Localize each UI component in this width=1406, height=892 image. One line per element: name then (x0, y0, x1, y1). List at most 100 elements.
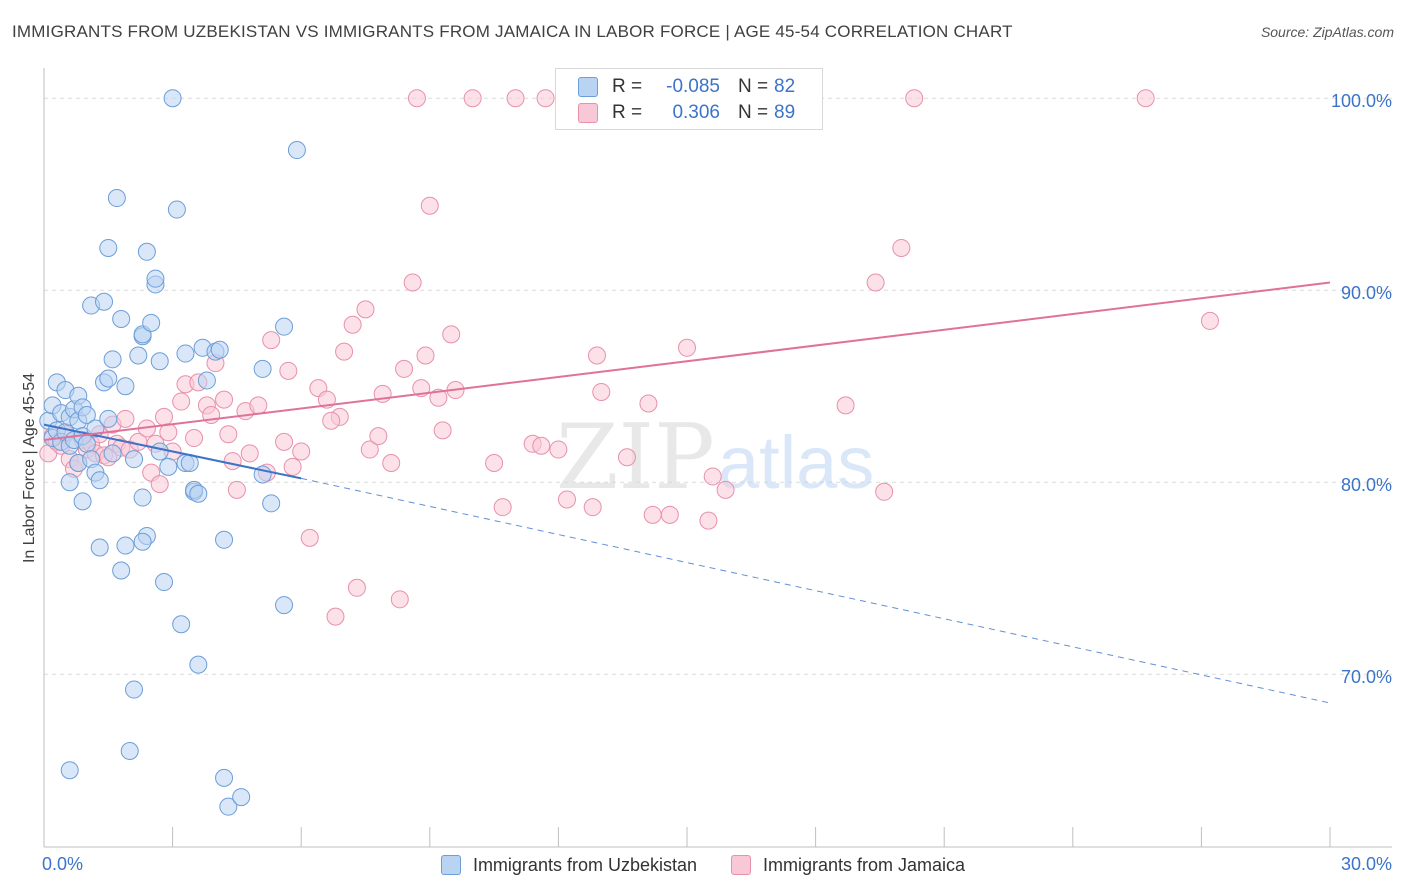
y-tick-label: 70.0% (1341, 667, 1392, 687)
jamaica-point (360, 440, 379, 459)
x-tick-label: 0.0% (42, 854, 83, 874)
jamaica-point (249, 396, 268, 415)
legend-swatch-uzbekistan (440, 855, 461, 875)
uzbekistan-point (129, 346, 148, 365)
uzbekistan-point (167, 200, 186, 219)
uzbekistan-point (150, 442, 169, 461)
jamaica-point (429, 388, 448, 407)
uzbekistan-point (142, 313, 161, 332)
jamaica-point (407, 89, 426, 108)
uzbekistan-point (159, 457, 178, 476)
jamaica-point (660, 505, 679, 524)
jamaica-point (219, 425, 238, 444)
uzbekistan-point (107, 189, 126, 208)
uzbekistan-point (215, 530, 234, 549)
jamaica-point (905, 89, 924, 108)
uzbekistan-point (112, 561, 131, 580)
legend-item-jamaica[interactable]: Immigrants from Jamaica (731, 855, 965, 876)
watermark: ZIP atlas (556, 405, 874, 510)
uzbekistan-point (77, 406, 96, 424)
uzbekistan-point (103, 350, 122, 369)
jamaica-point (356, 300, 375, 319)
jamaica-point (485, 454, 504, 472)
watermark-atlas: atlas (718, 421, 874, 504)
jamaica-point (262, 331, 281, 350)
legend-swatch-jamaica (731, 855, 751, 875)
uzbekistan-point (146, 269, 165, 288)
uzbekistan-point (197, 371, 216, 390)
jamaica-point (300, 528, 319, 547)
uzbekistan-point (189, 655, 208, 674)
uzbekistan-point (99, 238, 118, 257)
y-tick-label: 100.0% (1331, 91, 1392, 111)
uzbekistan-point (210, 340, 229, 359)
tick-label-layer: 100.0% 90.0% 80.0% 70.0% 0.0% 30.0% (42, 91, 1392, 874)
legend-n-label: N = (738, 76, 769, 97)
y-tick-label: 80.0% (1341, 475, 1392, 495)
uzbekistan-point (99, 409, 118, 428)
uzbekistan-point (155, 573, 174, 592)
legend-row-uzbekistan: R = -0.085 N = 82 (578, 74, 795, 100)
legend-label-uzbekistan: Immigrants from Uzbekistan (472, 854, 697, 875)
legend-item-uzbekistan[interactable]: Immigrants from Uzbekistan (440, 854, 697, 876)
uzbekistan-point (253, 359, 272, 378)
uzbekistan-point (232, 788, 251, 807)
uzbekistan-point (116, 377, 135, 396)
jamaica-point (283, 457, 302, 476)
uzbekistan-point (125, 680, 144, 699)
legend-r-value: 0.306 (672, 102, 720, 123)
uzbekistan-point (133, 532, 152, 551)
jamaica-point (557, 490, 576, 509)
jamaica-point (463, 89, 482, 108)
uzbekistan-point (60, 761, 79, 780)
jamaica-point (716, 480, 735, 499)
x-tick-label: 30.0% (1341, 854, 1392, 874)
jamaica-point (326, 607, 345, 626)
jamaica-point (279, 361, 298, 380)
uzbekistan-point (60, 473, 79, 492)
jamaica-point (215, 390, 234, 409)
uzbekistan-trend-line (43, 423, 302, 480)
jamaica-point (172, 392, 191, 411)
uzbekistan-point (116, 536, 135, 555)
legend-r-label: R = (612, 102, 643, 123)
uzbekistan-point (103, 444, 122, 463)
uzbekistan-point (189, 484, 208, 503)
jamaica-point (420, 196, 439, 215)
series-legend: Immigrants from Uzbekistan Immigrants fr… (0, 852, 1406, 878)
jamaica-point (116, 409, 135, 428)
uzbekistan-point (120, 742, 139, 760)
jamaica-point (639, 394, 658, 413)
trend-layer (43, 281, 1331, 704)
jamaica-point (866, 273, 885, 292)
jamaica-point (1200, 311, 1219, 330)
jamaica-point (382, 454, 401, 472)
jamaica-point (395, 359, 414, 378)
jamaica-point (150, 475, 169, 494)
uzbekistan-point (90, 471, 109, 490)
uzbekistan-point (172, 615, 191, 634)
jamaica-point (536, 89, 555, 108)
legend-swatch-jamaica (578, 103, 598, 123)
uzbekistan-point (176, 344, 195, 363)
uzbekistan-point (112, 310, 131, 328)
jamaica-point (587, 346, 606, 365)
jamaica-point (369, 427, 388, 446)
series-uzbekistan-points (39, 89, 306, 816)
legend-swatch-uzbekistan (578, 77, 598, 97)
uzbekistan-point (133, 488, 152, 507)
jamaica-point (403, 273, 422, 292)
jamaica-point (549, 440, 568, 459)
jamaica-point (185, 429, 204, 448)
uzbekistan-point (73, 492, 92, 511)
legend-n-value: 89 (774, 102, 796, 123)
jamaica-point (442, 325, 461, 344)
uzbekistan-point (90, 538, 109, 557)
jamaica-point (643, 505, 662, 524)
uzbekistan-point (215, 768, 234, 787)
jamaica-point (493, 498, 512, 517)
chart-title: IMMIGRANTS FROM UZBEKISTAN VS IMMIGRANTS… (12, 22, 1013, 41)
uzbekistan-point (95, 292, 114, 311)
uzbekistan-point (77, 434, 96, 453)
